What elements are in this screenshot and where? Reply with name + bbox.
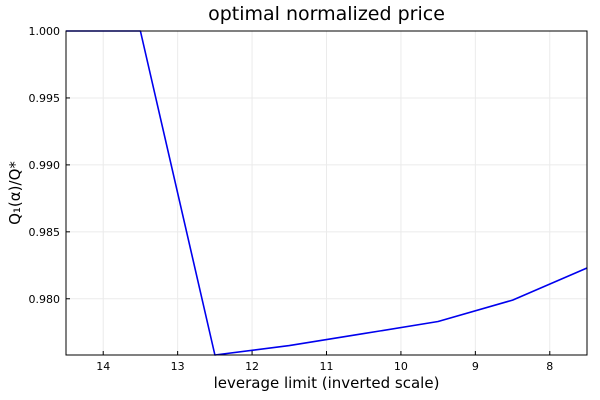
x-tick-label: 14: [96, 360, 110, 373]
chart-title: optimal normalized price: [208, 3, 445, 25]
series-layer: [66, 30, 588, 356]
x-axis-label: leverage limit (inverted scale): [214, 374, 440, 392]
x-tick-label: 11: [320, 360, 334, 373]
y-tick-label: 0.985: [29, 226, 61, 239]
y-axis-ticks: 1.000 0.995 0.990 0.985 0.980: [29, 25, 70, 306]
x-tick-label: 10: [394, 360, 408, 373]
x-tick-label: 13: [171, 360, 185, 373]
x-axis-ticks: 14 13 12 11 10 9 8: [96, 351, 553, 373]
y-tick-label: 0.980: [29, 293, 61, 306]
y-tick-label: 1.000: [29, 25, 61, 38]
series-line: [66, 30, 588, 356]
x-tick-label: 9: [472, 360, 479, 373]
y-tick-label: 0.990: [29, 159, 61, 172]
x-tick-label: 12: [245, 360, 259, 373]
y-axis-label: Q₁(α)/Q*: [6, 161, 24, 225]
grid: [66, 30, 587, 355]
y-tick-label: 0.995: [29, 92, 61, 105]
x-tick-label: 8: [546, 360, 553, 373]
